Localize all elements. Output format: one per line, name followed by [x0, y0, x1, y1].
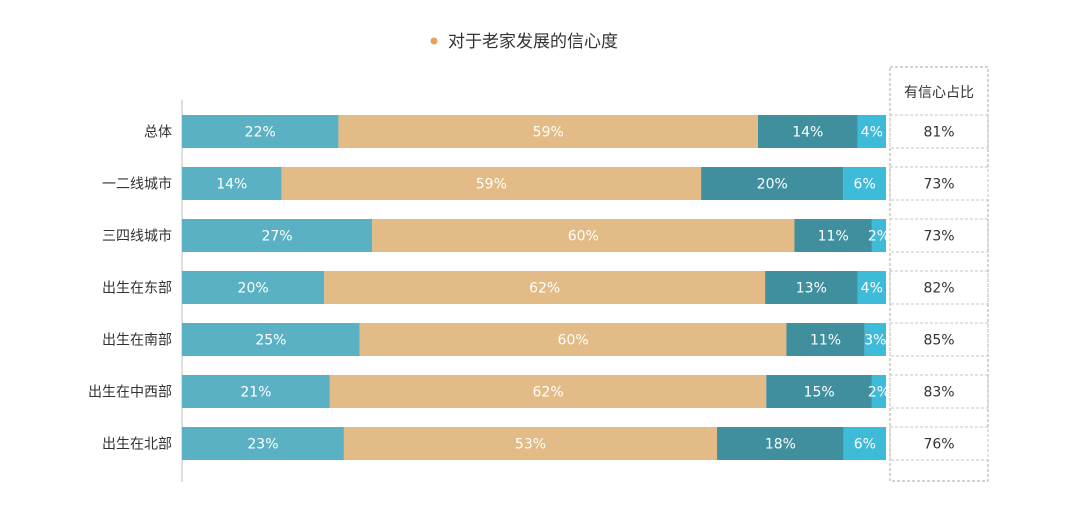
segment-value-label: 18% [765, 437, 796, 453]
side-value-label: 81% [923, 125, 954, 141]
segment-value-label: 20% [238, 281, 269, 297]
segment-value-label: 21% [240, 385, 271, 401]
segment-value-label: 3% [864, 333, 886, 349]
side-value-cell [889, 374, 989, 409]
chart-title: 对于老家发展的信心度 [448, 32, 618, 52]
bar-segment [329, 375, 767, 408]
bar-segment [182, 167, 282, 200]
segment-value-label: 22% [245, 125, 276, 141]
category-label: 一二线城市 [102, 176, 172, 193]
segment-value-label: 11% [810, 333, 841, 349]
segment-value-label: 23% [247, 437, 278, 453]
segment-value-label: 14% [792, 125, 823, 141]
segment-value-label: 59% [476, 177, 507, 193]
segment-value-label: 4% [861, 281, 883, 297]
title-dot [430, 37, 438, 45]
segment-value-label: 4% [861, 125, 883, 141]
segment-value-label: 11% [818, 229, 849, 245]
side-value-cell [889, 218, 989, 253]
segment-value-label: 60% [558, 333, 589, 349]
category-label: 出生在南部 [102, 333, 172, 349]
segment-value-label: 62% [529, 281, 560, 297]
side-value-label: 85% [923, 333, 954, 349]
category-label: 出生在东部 [102, 281, 172, 297]
bar-segment [182, 375, 330, 408]
side-value-label: 82% [923, 281, 954, 297]
bar-segment [324, 271, 766, 304]
category-label: 三四线城市 [102, 228, 172, 245]
segment-value-label: 25% [255, 333, 286, 349]
bar-segment [281, 167, 702, 200]
side-column-header: 有信心占比 [904, 85, 974, 101]
bar-segment [182, 115, 339, 148]
side-value-cell [889, 426, 989, 461]
side-value-cell [889, 322, 989, 357]
bar-segment [857, 271, 886, 304]
bar-segment [338, 115, 758, 148]
bar-segment [765, 271, 858, 304]
segment-value-label: 59% [533, 125, 564, 141]
segment-value-label: 14% [216, 177, 247, 193]
segment-value-label: 6% [854, 437, 876, 453]
category-label: 出生在中西部 [88, 385, 172, 401]
bar-segment [343, 427, 718, 460]
segment-value-label: 53% [515, 437, 546, 453]
bar-segment [182, 271, 325, 304]
category-label: 总体 [144, 125, 172, 141]
segment-value-label: 13% [796, 281, 827, 297]
bar-segment [786, 323, 865, 356]
bar-segment [871, 375, 886, 408]
segment-value-label: 27% [261, 229, 292, 245]
segment-value-label: 60% [568, 229, 599, 245]
segment-value-label: 2% [868, 229, 890, 245]
bar-segment [843, 167, 886, 200]
bar-segment [857, 115, 886, 148]
bar-segment [864, 323, 886, 356]
side-value-label: 73% [923, 177, 954, 193]
side-value-cell [889, 166, 989, 201]
category-label: 出生在北部 [102, 437, 172, 453]
bar-segment [182, 427, 344, 460]
side-value-label: 83% [923, 385, 954, 401]
segment-value-label: 15% [804, 385, 835, 401]
bar-segment [843, 427, 886, 460]
bar-segment [182, 323, 360, 356]
side-value-cell [889, 114, 989, 149]
bar-segment [717, 427, 844, 460]
bar-segment [182, 219, 373, 252]
bar-segment [372, 219, 795, 252]
segment-value-label: 62% [533, 385, 564, 401]
bar-segment [758, 115, 858, 148]
bars-group: 总体 22% 59% 14% 4% 81% 一二线城市 14% 59% 20% 6% 73% 三四线城市… [88, 114, 989, 461]
side-value-label: 73% [923, 229, 954, 245]
bar-segment [766, 375, 872, 408]
bar-segment [794, 219, 872, 252]
segment-value-label: 2% [868, 385, 890, 401]
side-value-cell [889, 270, 989, 305]
bar-segment [871, 219, 886, 252]
side-value-label: 76% [923, 437, 954, 453]
segment-value-label: 6% [854, 177, 876, 193]
segment-value-label: 20% [757, 177, 788, 193]
bar-segment [359, 323, 787, 356]
bar-segment [701, 167, 844, 200]
